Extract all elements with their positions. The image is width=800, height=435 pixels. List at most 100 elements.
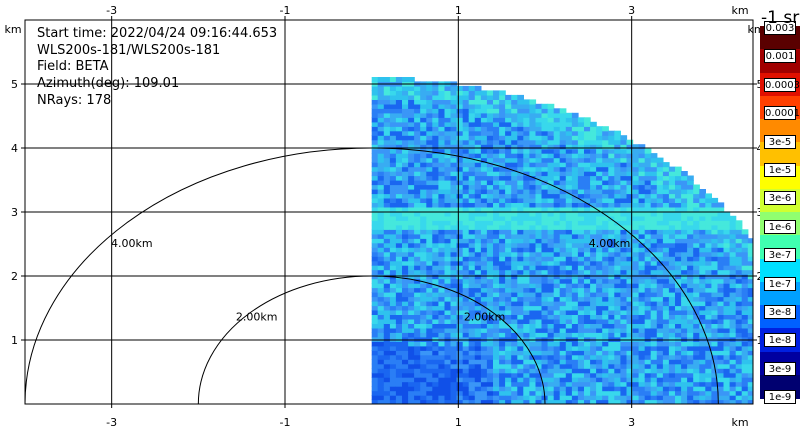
data-cell [553, 121, 561, 127]
data-cell [541, 265, 549, 271]
data-cell [656, 265, 664, 271]
data-cell [565, 126, 573, 132]
data-cell [511, 108, 518, 114]
data-cell [499, 103, 506, 109]
data-cell [596, 372, 603, 378]
data-cell [499, 157, 506, 163]
data-cell [614, 296, 621, 302]
data-cell [553, 126, 561, 132]
data-cell [468, 162, 476, 168]
data-cell [395, 260, 403, 266]
data-cell [668, 318, 676, 324]
data-cell [693, 345, 700, 351]
data-cell [723, 287, 731, 293]
data-cell [650, 381, 658, 387]
data-cell [383, 260, 391, 266]
data-cell [687, 242, 694, 248]
data-cell [565, 292, 573, 298]
data-cell [693, 229, 700, 235]
data-cell [389, 229, 397, 235]
data-cell [577, 260, 585, 266]
data-cell [547, 256, 555, 262]
data-cell [638, 211, 646, 217]
data-cell [711, 395, 719, 401]
data-cell [577, 126, 585, 132]
data-cell [650, 318, 658, 324]
data-cell [432, 372, 439, 378]
data-cell [438, 359, 446, 365]
data-cell [426, 175, 433, 181]
data-cell [608, 318, 615, 324]
data-cell [480, 184, 488, 190]
data-cell [675, 368, 682, 374]
data-cell [389, 153, 397, 159]
data-cell [735, 224, 743, 230]
data-cell [462, 117, 470, 123]
data-cell [371, 144, 379, 150]
data-cell [632, 318, 640, 324]
data-cell [420, 265, 427, 271]
data-cell [559, 265, 567, 271]
data-cell [480, 189, 488, 195]
data-cell [450, 251, 458, 257]
data-cell [408, 126, 415, 132]
data-cell [468, 85, 476, 91]
data-cell [493, 278, 500, 284]
data-cell [541, 215, 549, 221]
data-cell [559, 202, 567, 208]
data-cell [511, 372, 518, 378]
data-cell [389, 184, 397, 190]
data-cell [741, 354, 749, 360]
data-cell [377, 314, 385, 320]
data-cell [620, 283, 628, 289]
data-cell [523, 121, 530, 127]
data-cell [468, 395, 476, 401]
data-cell [608, 247, 615, 253]
data-cell [444, 184, 452, 190]
data-cell [650, 197, 658, 203]
data-cell [638, 359, 646, 365]
data-cell [408, 193, 415, 199]
data-cell [523, 381, 530, 387]
data-cell [456, 292, 464, 298]
data-cell [662, 350, 670, 356]
data-cell [523, 256, 530, 262]
data-cell [456, 305, 464, 311]
data-cell [450, 85, 458, 91]
data-cell [371, 332, 379, 338]
data-cell [377, 157, 385, 163]
data-cell [450, 197, 458, 203]
data-cell [644, 368, 652, 374]
data-cell [608, 130, 615, 136]
data-cell [650, 238, 658, 244]
data-cell [395, 233, 403, 239]
data-cell [456, 327, 464, 333]
data-cell [650, 211, 658, 217]
data-cell [402, 390, 409, 396]
data-cell [377, 283, 385, 289]
data-cell [747, 386, 753, 392]
data-cell [426, 274, 433, 280]
data-cell [644, 372, 652, 378]
data-cell [553, 296, 561, 302]
data-cell [523, 108, 530, 114]
data-cell [620, 260, 628, 266]
data-cell [632, 336, 640, 342]
data-cell [584, 206, 591, 212]
data-cell [620, 184, 628, 190]
data-cell [402, 157, 409, 163]
data-cell [602, 301, 609, 307]
data-cell [632, 265, 640, 271]
data-cell [432, 238, 439, 244]
data-cell [395, 323, 403, 329]
data-cell [395, 309, 403, 315]
data-cell [747, 318, 753, 324]
data-cell [523, 363, 530, 369]
data-cell [371, 242, 379, 248]
data-cell [468, 390, 476, 396]
data-cell [493, 153, 500, 159]
data-cell [559, 189, 567, 195]
data-cell [511, 274, 518, 280]
data-cell [389, 94, 397, 100]
data-cell [371, 238, 379, 244]
